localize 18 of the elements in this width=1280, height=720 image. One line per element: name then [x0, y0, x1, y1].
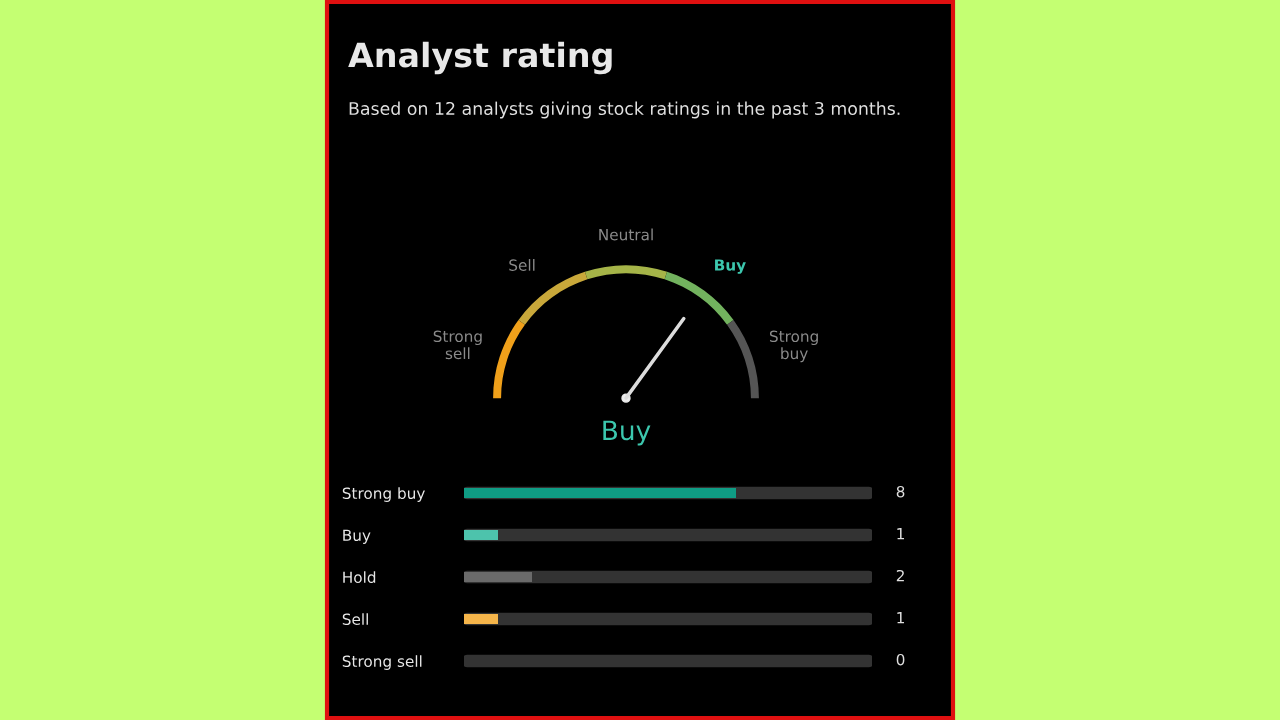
slice-label: Strong buy	[769, 330, 818, 363]
y-tick-label: Strong sell	[342, 655, 422, 670]
slice-label: Neutral	[599, 228, 653, 241]
y-tick-label: Strong buy	[342, 487, 425, 502]
slice-label: Sell	[509, 259, 535, 271]
data-label: 1	[897, 612, 905, 624]
y-tick-label: Buy	[343, 529, 371, 544]
data-label: 2	[896, 569, 904, 582]
data-label: 0	[896, 653, 905, 666]
slice-label: Strong sell	[433, 330, 482, 360]
slice-label: Buy	[715, 259, 746, 274]
data-label: 8	[896, 485, 905, 498]
data-label: 1	[897, 528, 905, 540]
y-tick-label: Hold	[343, 571, 376, 584]
chart-subtitle: Based on 12 analysts giving stock ratings in the past 3 months.	[349, 101, 900, 119]
chart-title: Analyst rating	[348, 41, 612, 75]
y-tick-label: Sell	[342, 613, 368, 626]
text: Buy	[603, 420, 651, 446]
